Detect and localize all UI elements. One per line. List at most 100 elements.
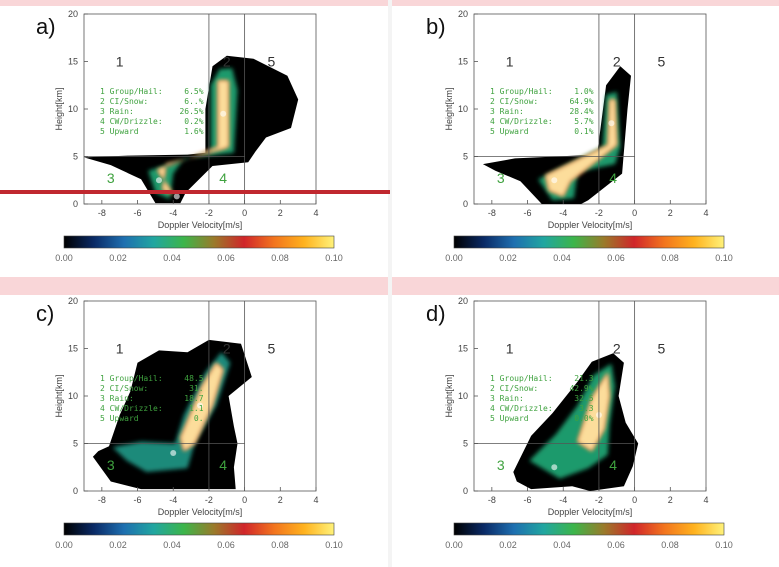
density-mid <box>529 363 615 479</box>
legend-entry-value: 48.5 <box>184 374 203 383</box>
panel-c: -8 -6 -4 -2 0 2 4 0 5 10 15 20 Doppler Velocity[m/s]… <box>0 287 390 567</box>
density-peak <box>197 402 203 409</box>
colorbar-tick-label: 0.00 <box>445 253 463 263</box>
region-number: 2 <box>613 53 621 69</box>
x-tick-label: -2 <box>595 495 603 505</box>
colorbar <box>453 235 725 249</box>
density-mid <box>148 68 238 200</box>
panel-d: -8 -6 -4 -2 0 2 4 0 5 10 15 20 Doppler Velocity[m/s]… <box>390 287 779 567</box>
colorbar <box>63 235 335 249</box>
y-tick-label: 0 <box>73 486 78 496</box>
colorbar <box>63 522 335 536</box>
region-number: 5 <box>657 340 665 356</box>
legend-entry-label: 3 Rain: <box>490 107 524 116</box>
legend-entry-label: 5 Upward <box>100 414 139 423</box>
x-tick-label: -4 <box>559 208 567 218</box>
x-tick-label: -2 <box>205 495 213 505</box>
region-number: 1 <box>506 340 514 356</box>
y-tick-label: 20 <box>68 9 78 19</box>
x-tick-label: -2 <box>205 208 213 218</box>
colorbar-tick-label: 0.04 <box>553 253 571 263</box>
legend-entry-label: 4 CW/Drizzle: <box>490 404 553 413</box>
region-number: 3 <box>107 457 115 473</box>
density-peak <box>551 177 558 184</box>
density-peak <box>170 450 177 456</box>
legend-entry-label: 5 Upward <box>490 127 529 136</box>
legend-entry-value: 5.7% <box>574 117 593 126</box>
legend-entry-value: 32.5 <box>574 394 593 403</box>
y-tick-label: 15 <box>458 344 468 354</box>
y-tick-label: 0 <box>463 199 468 209</box>
x-tick-label: -4 <box>169 208 177 218</box>
x-axis-label: Doppler Velocity[m/s] <box>548 507 633 517</box>
region-number: 4 <box>219 457 227 473</box>
x-tick-label: 2 <box>668 208 673 218</box>
colorbar-tick-label: 0.08 <box>661 253 679 263</box>
colorbar-tick-label: 0.06 <box>607 540 625 550</box>
legend-entry-value: 1.1 <box>189 404 204 413</box>
legend-entry-value: 26.5% <box>179 107 203 116</box>
x-tick-label: -6 <box>524 208 532 218</box>
y-axis-label: Height[km] <box>54 374 64 417</box>
legend-entry-value: 3.3 <box>579 404 594 413</box>
legend-entry-value: 0.0% <box>574 414 593 423</box>
density-peak <box>155 177 162 184</box>
legend-entry-value: 6..% <box>184 97 203 106</box>
x-tick-label: -8 <box>488 208 496 218</box>
colorbar-tick-label: 0.02 <box>109 540 127 550</box>
x-tick-label: -8 <box>98 495 106 505</box>
region-number: 2 <box>613 340 621 356</box>
region-number: 5 <box>657 53 665 69</box>
colorbar-tick-label: 0.08 <box>271 540 289 550</box>
region-number: 1 <box>116 340 124 356</box>
density-core <box>577 372 610 452</box>
legend-entry-value: 64.9% <box>569 97 593 106</box>
x-tick-label: 0 <box>242 495 247 505</box>
panel-b: -8 -6 -4 -2 0 2 4 0 5 10 15 20 Doppler Velocity[m/s]… <box>390 0 779 280</box>
legend-entry-value: 42.9% <box>569 384 593 393</box>
legend-entry-label: 3 Rain: <box>100 107 134 116</box>
y-tick-label: 15 <box>68 57 78 67</box>
legend-entry-value: 18.7 <box>184 394 203 403</box>
colorbar-tick-label: 0.00 <box>445 540 463 550</box>
density-mid <box>112 352 231 472</box>
y-tick-label: 20 <box>68 296 78 306</box>
panel-label: c) <box>36 301 54 326</box>
legend-entry-value: 1.0% <box>574 87 593 96</box>
colorbar-tick-label: 0.06 <box>217 540 235 550</box>
x-tick-label: 2 <box>278 495 283 505</box>
panel-label: b) <box>426 14 446 39</box>
colorbar-tick-label: 0.10 <box>715 540 733 550</box>
y-tick-label: 15 <box>68 344 78 354</box>
y-tick-label: 5 <box>463 152 468 162</box>
y-tick-label: 10 <box>458 104 468 114</box>
y-axis-label: Height[km] <box>54 87 64 130</box>
density-peak <box>551 464 558 471</box>
x-tick-label: -2 <box>595 208 603 218</box>
x-tick-label: 4 <box>313 208 318 218</box>
y-axis-label: Height[km] <box>444 374 454 417</box>
region-number: 2 <box>223 53 231 69</box>
legend-entry-label: 2 CI/Snow: <box>100 97 148 106</box>
colorbar <box>453 522 725 536</box>
y-tick-label: 15 <box>458 57 468 67</box>
y-tick-label: 20 <box>458 296 468 306</box>
colorbar-tick-label: 0.10 <box>325 540 343 550</box>
x-tick-label: 4 <box>703 208 708 218</box>
x-tick-label: -4 <box>169 495 177 505</box>
legend-entry-label: 4 CW/Drizzle: <box>490 117 553 126</box>
region-number: 4 <box>609 170 617 186</box>
panel-a: -8 -6 -4 -2 0 2 4 0 5 10 15 20 Doppler Velocity[m/s]… <box>0 0 390 280</box>
y-tick-label: 5 <box>463 439 468 449</box>
legend-entry-label: 1 Group/Hail: <box>490 87 553 96</box>
x-tick-label: -4 <box>559 495 567 505</box>
x-axis-label: Doppler Velocity[m/s] <box>158 220 243 230</box>
x-tick-label: -6 <box>524 495 532 505</box>
panel-label: a) <box>36 14 56 39</box>
colorbar-tick-label: 0.04 <box>163 540 181 550</box>
colorbar-tick-label: 0.02 <box>499 253 517 263</box>
density-core <box>545 99 617 197</box>
colorbar-tick-label: 0.02 <box>499 540 517 550</box>
